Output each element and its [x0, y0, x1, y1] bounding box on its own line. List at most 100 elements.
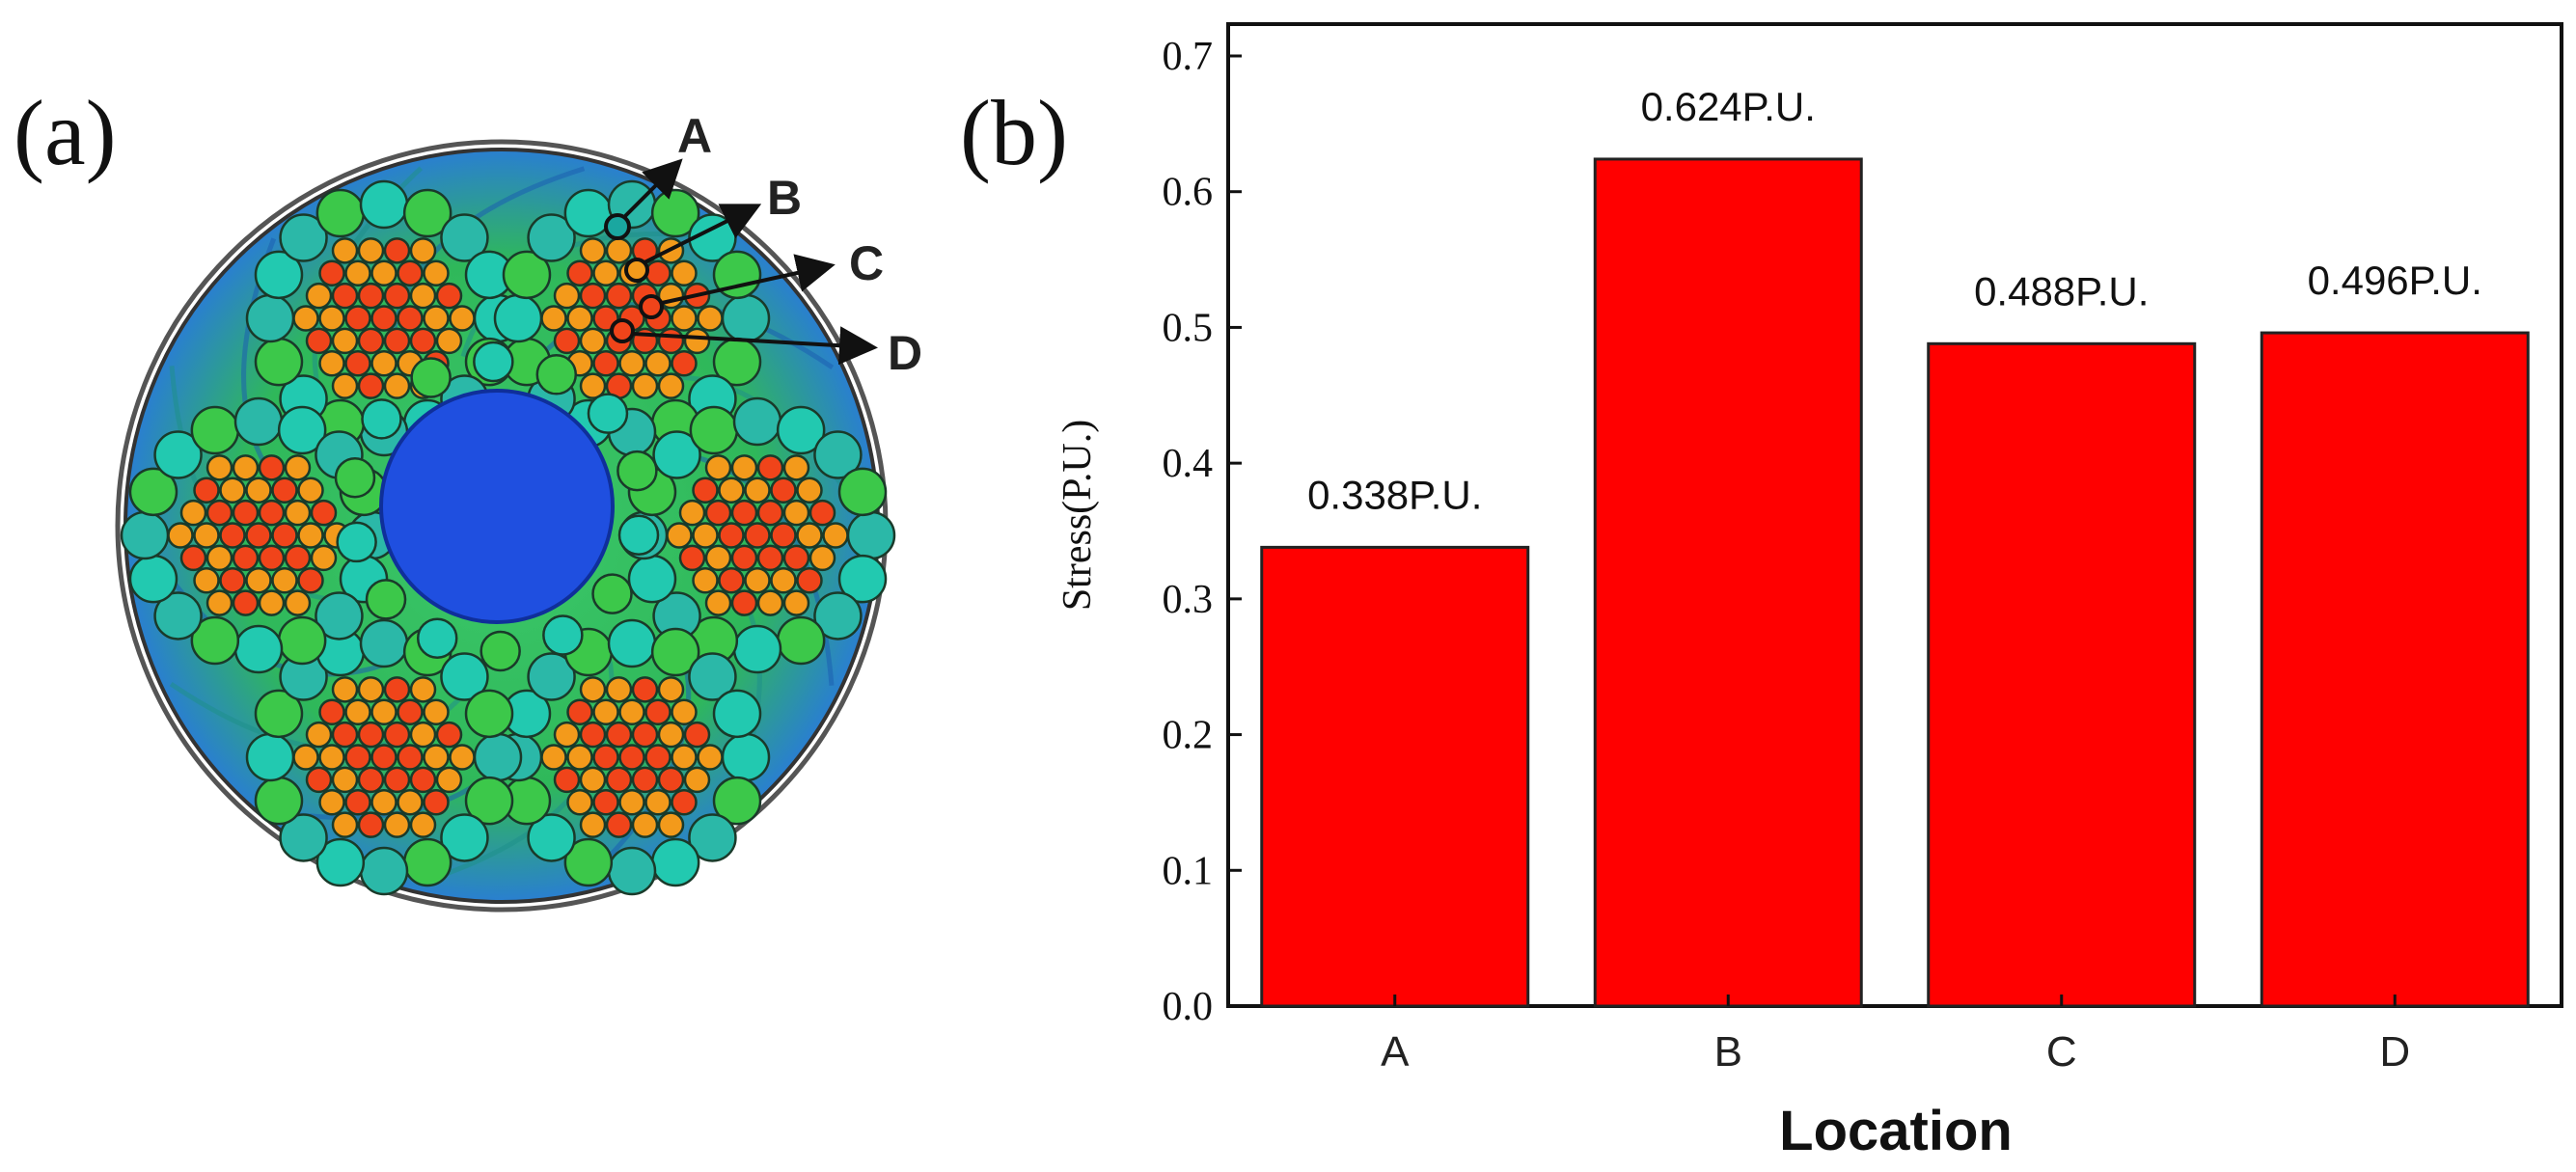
wire [618, 698, 645, 725]
wire [808, 499, 836, 527]
x-axis-label: Location [1779, 1100, 2013, 1162]
wire [644, 350, 671, 377]
wire [782, 454, 810, 481]
wire [232, 589, 260, 616]
point-b-marker [624, 258, 649, 283]
point-annotations: A B C D [604, 109, 922, 380]
wire [336, 521, 377, 563]
wire [657, 676, 685, 703]
wire [206, 544, 233, 572]
wire [245, 522, 272, 549]
wire [232, 454, 260, 481]
x-tick-label-d: D [2379, 1028, 2410, 1076]
wire [318, 259, 345, 286]
bars: 0.338P.U. 0.624P.U. 0.488P.U. 0.496P.U. [1260, 84, 2530, 1008]
wire [219, 477, 246, 504]
wire [370, 789, 397, 816]
wire [423, 789, 450, 816]
wire [297, 477, 324, 504]
wire [449, 305, 476, 332]
wire [397, 698, 424, 725]
wire [657, 372, 685, 399]
wire [258, 499, 286, 527]
cable-cross-section-image [115, 139, 896, 913]
wire [527, 652, 576, 701]
wire [435, 327, 463, 355]
wire [383, 237, 411, 264]
wire [423, 305, 450, 332]
wire [292, 305, 319, 332]
wire [657, 766, 685, 794]
wire [254, 689, 304, 739]
bar-a [1260, 545, 1530, 1008]
wire [277, 615, 327, 666]
wire [232, 544, 260, 572]
wire [359, 179, 409, 230]
wire [631, 766, 659, 794]
y-tick-label: 0.1 [1163, 849, 1214, 893]
wire [796, 477, 823, 504]
wire [688, 652, 737, 701]
wire [692, 477, 719, 504]
wire [473, 341, 514, 383]
wire [305, 282, 333, 310]
wire [344, 698, 371, 725]
wire [245, 477, 272, 504]
wire [284, 499, 312, 527]
wire [770, 477, 797, 504]
wire [370, 744, 397, 771]
wire [315, 591, 364, 641]
wire [644, 789, 671, 816]
wire [206, 499, 233, 527]
wire [605, 721, 633, 749]
wire [344, 744, 371, 771]
wire [315, 188, 366, 238]
wire [671, 789, 698, 816]
wire [254, 250, 304, 300]
wire [579, 327, 607, 355]
wire [344, 259, 371, 286]
wire [721, 293, 771, 343]
point-d-arrow [632, 326, 878, 366]
wire [179, 499, 207, 527]
wire [331, 811, 359, 838]
wire [284, 589, 312, 616]
panel-a-cross-section: (a) A B C D [14, 81, 922, 913]
wire [712, 776, 762, 826]
wire [796, 567, 823, 594]
wire [671, 305, 698, 332]
wire [540, 744, 567, 771]
wire [435, 282, 463, 310]
wire [318, 698, 345, 725]
wire [678, 544, 706, 572]
wire [493, 293, 543, 343]
wire [128, 467, 178, 517]
wire [128, 554, 178, 604]
wire [566, 259, 593, 286]
panel-a-label: (a) [14, 81, 117, 184]
wire [627, 554, 677, 604]
wire [617, 514, 660, 557]
x-axis-ticks: A B C D [1381, 995, 2410, 1076]
wire [480, 630, 521, 672]
wire [271, 567, 298, 594]
wire [671, 744, 698, 771]
wire [305, 327, 333, 355]
wire [605, 237, 633, 264]
wire [315, 837, 366, 887]
y-tick-label: 0.5 [1163, 306, 1214, 350]
wire [782, 589, 810, 616]
wire [592, 259, 619, 286]
wire [153, 430, 203, 479]
wire [409, 237, 437, 264]
wire [402, 188, 452, 238]
wire [258, 544, 286, 572]
wire [292, 744, 319, 771]
wire [704, 454, 732, 481]
wire [423, 744, 450, 771]
wire [409, 721, 437, 749]
wire [618, 744, 645, 771]
wire [464, 689, 514, 739]
wire [397, 305, 424, 332]
